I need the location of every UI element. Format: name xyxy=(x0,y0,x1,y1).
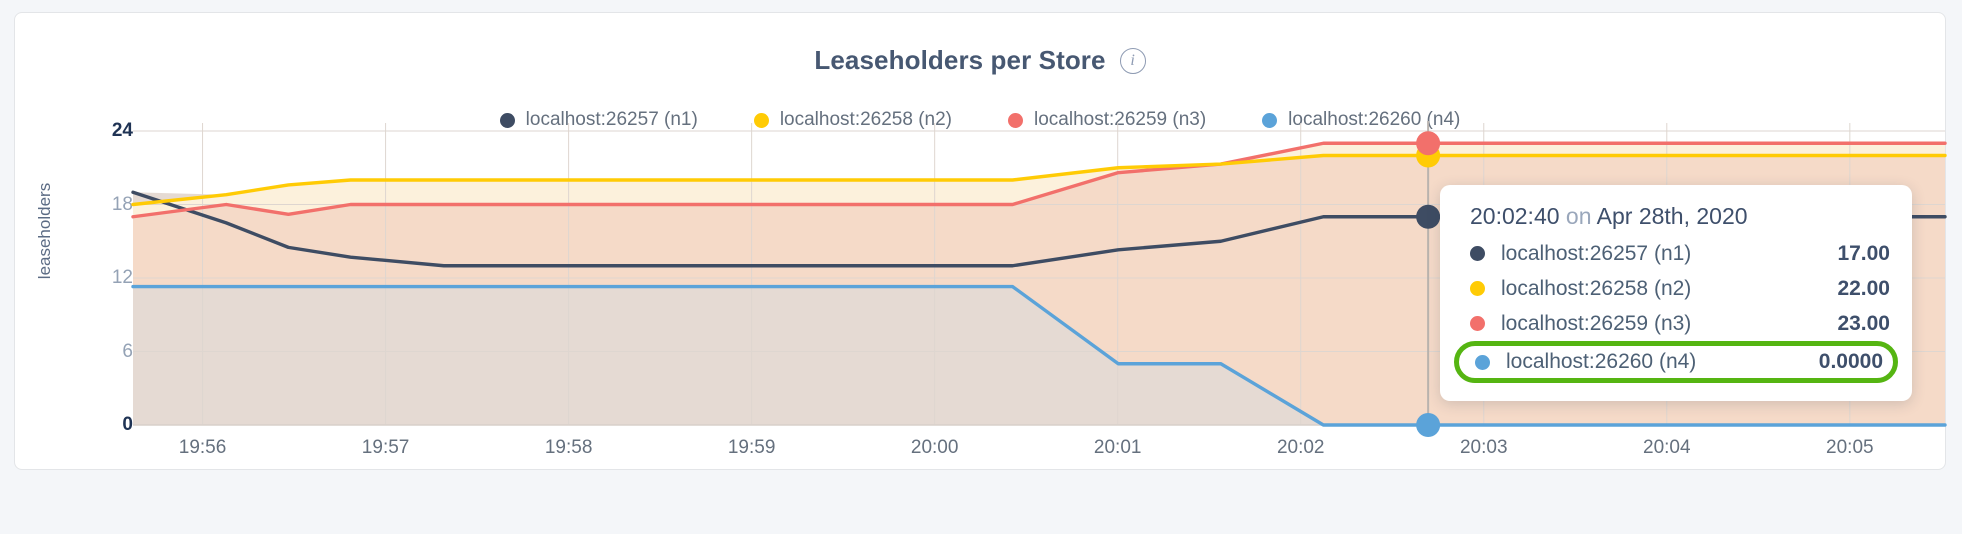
x-axis-tick-label: 20:03 xyxy=(1459,437,1508,458)
tooltip-row-label: localhost:26257 (n1) xyxy=(1501,241,1692,265)
x-axis-tick-label: 20:05 xyxy=(1826,437,1874,458)
legend-item-label: localhost:26259 (n3) xyxy=(1034,109,1207,130)
legend-swatch-icon xyxy=(1262,112,1278,128)
legend-item-n2[interactable]: localhost:26258 (n2) xyxy=(753,109,952,131)
tooltip-row-value: 17.00 xyxy=(1837,241,1890,265)
x-axis-tick-label: 19:59 xyxy=(727,437,776,458)
legend-item-n4[interactable]: localhost:26260 (n4) xyxy=(1262,109,1460,131)
tooltip-row: localhost:26257 (n1) 17.00 xyxy=(1440,236,1912,271)
tooltip-row-value: 0.0000 xyxy=(1818,350,1883,373)
tooltip-row-value: 22.00 xyxy=(1837,276,1890,300)
series-dot-icon xyxy=(1470,281,1485,296)
y-axis-ticks: 0 6 12 18 24 xyxy=(63,13,133,471)
chart-legend: localhost:26257 (n1) localhost:26258 (n2… xyxy=(15,109,1945,131)
y-axis-tick-label: 18 xyxy=(111,193,133,215)
legend-item-label: localhost:26260 (n4) xyxy=(1288,109,1461,130)
legend-swatch-icon xyxy=(753,112,769,128)
page-title: Leaseholders per Store xyxy=(814,45,1106,75)
y-axis-tick-label: 24 xyxy=(111,120,133,141)
series-dot-icon xyxy=(1475,354,1490,370)
tooltip-row-highlighted: localhost:26260 (n4) 0.0000 xyxy=(1454,341,1898,383)
x-axis-ticks: 19:56 19:57 19:58 19:59 20:00 20:01 20:02 20:03… xyxy=(15,437,1947,465)
legend-item-label: localhost:26258 (n2) xyxy=(779,109,952,130)
x-axis-tick-label: 20:00 xyxy=(910,437,959,458)
hover-tooltip: 20:02:40 on Apr 28th, 2020 localhost:262… xyxy=(1440,185,1912,401)
chart-card: Leaseholders per Store i localhost:26257… xyxy=(14,12,1947,471)
tooltip-on-word: on xyxy=(1565,203,1592,229)
x-axis-tick-label: 19:57 xyxy=(361,437,410,458)
legend-swatch-icon xyxy=(1008,112,1023,128)
chart-header: Leaseholders per Store i xyxy=(15,45,1945,76)
tooltip-row-value: 23.00 xyxy=(1837,311,1890,335)
tooltip-row-label: localhost:26259 (n3) xyxy=(1501,311,1692,335)
tooltip-row: localhost:26258 (n2) 22.00 xyxy=(1440,271,1912,306)
info-icon[interactable]: i xyxy=(1119,47,1146,74)
series-dot-icon xyxy=(1470,246,1485,261)
y-axis-tick-label: 0 xyxy=(122,414,133,435)
tooltip-row-label: localhost:26260 (n4) xyxy=(1506,350,1697,373)
tooltip-timestamp: 20:02:40 on Apr 28th, 2020 xyxy=(1440,201,1912,236)
tooltip-row: localhost:26259 (n3) 23.00 xyxy=(1440,306,1912,341)
x-axis-tick-label: 20:01 xyxy=(1093,437,1142,458)
x-axis-tick-label: 20:02 xyxy=(1276,437,1325,458)
y-axis-tick-label: 6 xyxy=(122,340,133,362)
tooltip-date: Apr 28th, 2020 xyxy=(1596,203,1748,229)
y-axis-tick-label: 12 xyxy=(111,267,133,288)
x-axis-tick-label: 19:56 xyxy=(178,437,227,458)
legend-swatch-icon xyxy=(499,112,515,128)
tooltip-row-label: localhost:26258 (n2) xyxy=(1501,276,1692,300)
x-axis-tick-label: 19:58 xyxy=(544,437,593,458)
tooltip-time: 20:02:40 xyxy=(1470,203,1560,229)
x-axis-tick-label: 20:04 xyxy=(1643,437,1691,458)
legend-item-n3[interactable]: localhost:26259 (n3) xyxy=(1008,109,1206,131)
series-dot-icon xyxy=(1470,316,1485,331)
